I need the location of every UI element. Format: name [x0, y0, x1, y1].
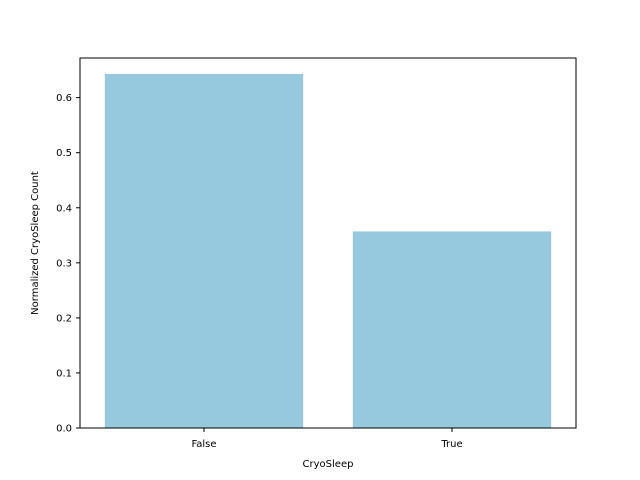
y-tick-label: 0.2 [56, 313, 72, 324]
y-tick-label: 0.6 [56, 93, 72, 104]
y-tick-label: 0.4 [56, 203, 72, 214]
y-axis-label: Normalized CryoSleep Count [30, 171, 41, 315]
y-tick-label: 0.5 [56, 148, 72, 159]
x-tick-label: False [191, 439, 216, 450]
x-tick-label: True [440, 439, 462, 450]
y-tick-label: 0.3 [56, 258, 72, 269]
x-axis-ticks: False True [191, 428, 463, 450]
y-tick-label: 0.0 [56, 424, 72, 435]
bar-true [352, 231, 552, 428]
bars-group [104, 73, 552, 428]
y-axis-ticks: 0.0 0.1 0.2 0.3 0.4 0.5 0.6 [56, 93, 80, 435]
bar-false [104, 73, 304, 428]
x-axis-label: CryoSleep [303, 459, 354, 470]
y-tick-label: 0.1 [56, 368, 72, 379]
plot-frame [79, 57, 577, 429]
